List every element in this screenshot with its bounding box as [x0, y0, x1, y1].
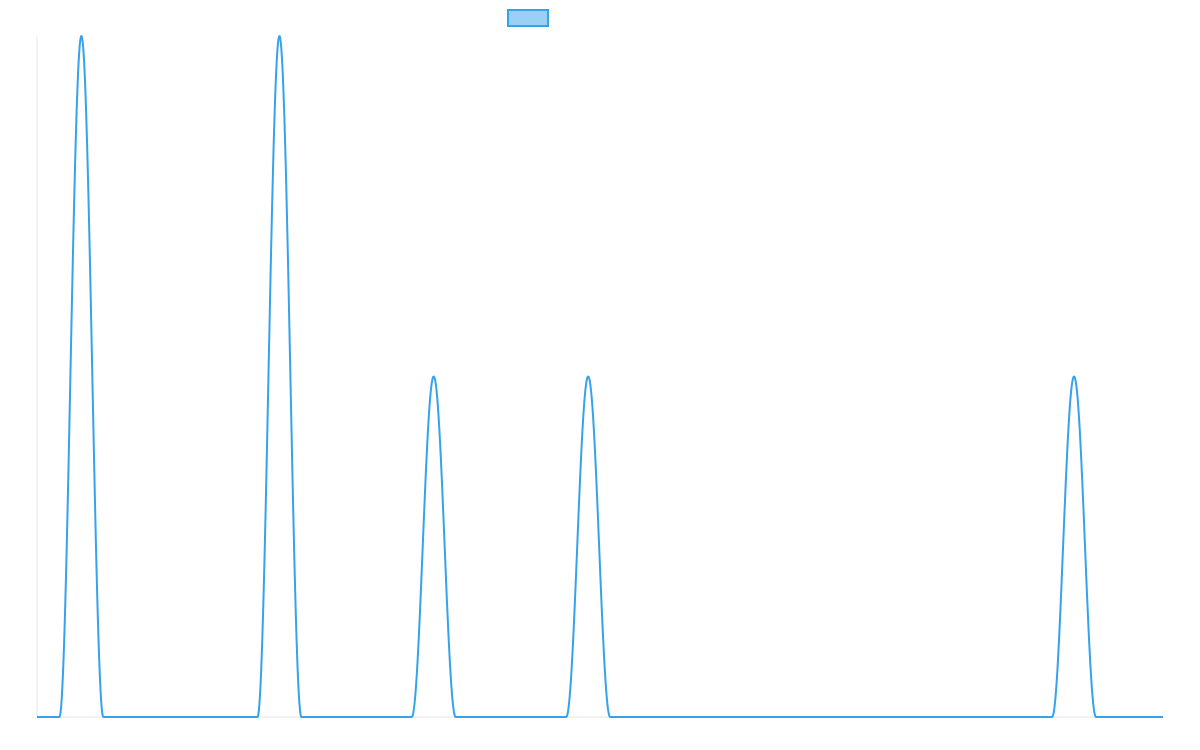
legend[interactable]	[507, 9, 549, 27]
legend-swatch[interactable]	[507, 9, 549, 27]
series-layer	[36, 35, 1164, 718]
series-line-1[interactable]	[36, 35, 1164, 718]
